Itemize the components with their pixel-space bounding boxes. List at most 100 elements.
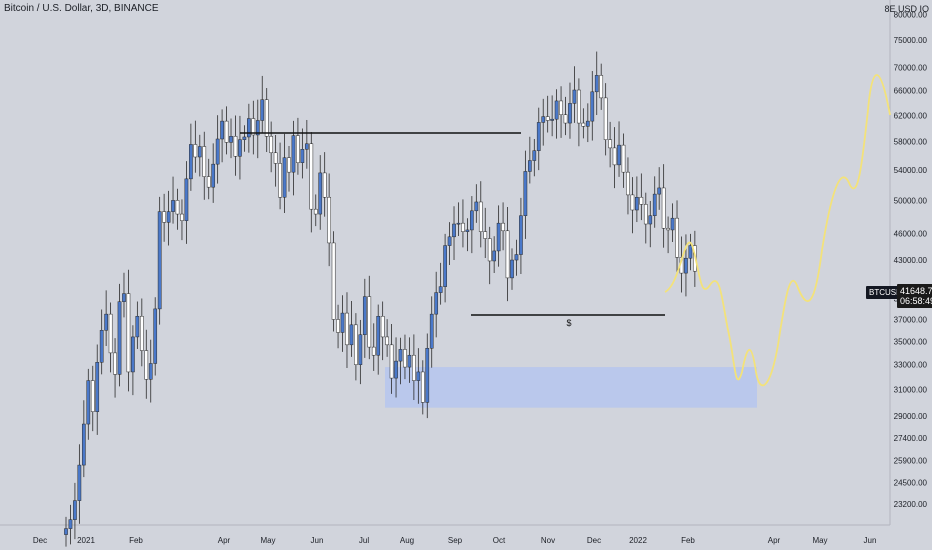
- candle: [99, 330, 104, 363]
- x-tick-label: 2021: [77, 536, 95, 545]
- candle: [162, 211, 166, 223]
- candle: [68, 519, 73, 529]
- candle: [434, 292, 439, 315]
- candle: [536, 122, 541, 151]
- candle: [95, 362, 100, 412]
- y-tick-label: 27400.00: [894, 434, 928, 443]
- candle: [313, 208, 318, 215]
- candle: [86, 380, 91, 425]
- candle: [166, 211, 171, 223]
- candle: [135, 316, 140, 338]
- y-tick-label: 46000.00: [894, 229, 928, 238]
- y-tick-label: 25900.00: [894, 456, 928, 465]
- candle: [478, 201, 483, 232]
- candle: [229, 136, 233, 143]
- y-tick-label: 66000.00: [894, 87, 928, 96]
- candle: [117, 301, 122, 375]
- candle: [688, 245, 693, 259]
- candle: [643, 204, 648, 225]
- candle: [505, 230, 510, 279]
- candle: [211, 163, 216, 188]
- candle: [532, 150, 537, 161]
- candle: [635, 196, 639, 211]
- candle: [496, 222, 501, 252]
- candle: [193, 144, 198, 158]
- candle: [487, 238, 492, 262]
- candle: [64, 528, 68, 535]
- candle: [590, 91, 595, 122]
- candle: [403, 349, 407, 368]
- y-tick-label: 80000.00: [894, 11, 928, 20]
- candle: [309, 143, 314, 210]
- candle: [251, 118, 256, 136]
- candle: [594, 75, 599, 93]
- candle: [572, 89, 577, 104]
- candle: [514, 254, 519, 261]
- candle: [238, 139, 242, 157]
- candle: [171, 200, 175, 212]
- candle: [407, 354, 412, 368]
- candle: [371, 346, 376, 356]
- x-tick-label: Apr: [218, 536, 231, 545]
- demand-zone: [385, 367, 757, 408]
- current-price-value: 41648.75: [900, 286, 932, 296]
- x-tick-label: May: [812, 536, 827, 545]
- candle: [197, 146, 202, 158]
- candle: [189, 144, 193, 180]
- candle: [416, 371, 421, 381]
- candle: [666, 227, 670, 231]
- candle: [345, 312, 349, 346]
- candle: [122, 293, 126, 302]
- x-tick-label: Dec: [587, 536, 601, 545]
- y-tick-label: 24500.00: [894, 478, 928, 487]
- candle: [617, 144, 621, 166]
- x-tick-label: Jun: [311, 536, 324, 545]
- y-tick-label: 62000.00: [894, 111, 928, 120]
- candle: [603, 97, 608, 140]
- candle: [73, 500, 77, 520]
- candle: [358, 334, 363, 365]
- candle: [621, 144, 626, 173]
- candle: [568, 103, 572, 124]
- candle: [380, 316, 385, 338]
- candle: [648, 215, 653, 225]
- y-tick-label: 29000.00: [894, 412, 928, 421]
- candle: [202, 146, 207, 177]
- candle: [108, 313, 113, 354]
- candle: [273, 152, 278, 164]
- candle: [474, 201, 479, 212]
- candle: [675, 217, 679, 258]
- candle: [81, 423, 86, 466]
- candle: [585, 120, 590, 127]
- candle: [233, 136, 238, 157]
- candle: [260, 99, 265, 121]
- x-tick-label: 2022: [629, 536, 647, 545]
- candle: [139, 316, 144, 351]
- candle: [247, 118, 251, 138]
- y-tick-label: 35000.00: [894, 337, 928, 346]
- x-tick-label: Sep: [448, 536, 463, 545]
- candle: [362, 296, 367, 335]
- price-scale-label[interactable]: 8E USD IO: [884, 4, 929, 14]
- candle: [420, 371, 425, 403]
- candle: [412, 354, 416, 381]
- candle: [180, 213, 184, 221]
- y-tick-label: 33000.00: [894, 361, 928, 370]
- candle: [456, 222, 461, 225]
- candle: [148, 363, 153, 380]
- x-tick-label: Apr: [768, 536, 781, 545]
- candle: [385, 336, 389, 346]
- candle: [296, 135, 300, 163]
- candle: [501, 222, 505, 232]
- candle: [175, 200, 180, 215]
- candle: [523, 171, 528, 216]
- candle: [269, 136, 274, 154]
- candle: [340, 312, 345, 333]
- candle: [327, 196, 331, 244]
- candle: [554, 100, 559, 120]
- x-tick-label: Dec: [33, 536, 47, 545]
- candle: [438, 286, 443, 293]
- candle: [559, 100, 563, 115]
